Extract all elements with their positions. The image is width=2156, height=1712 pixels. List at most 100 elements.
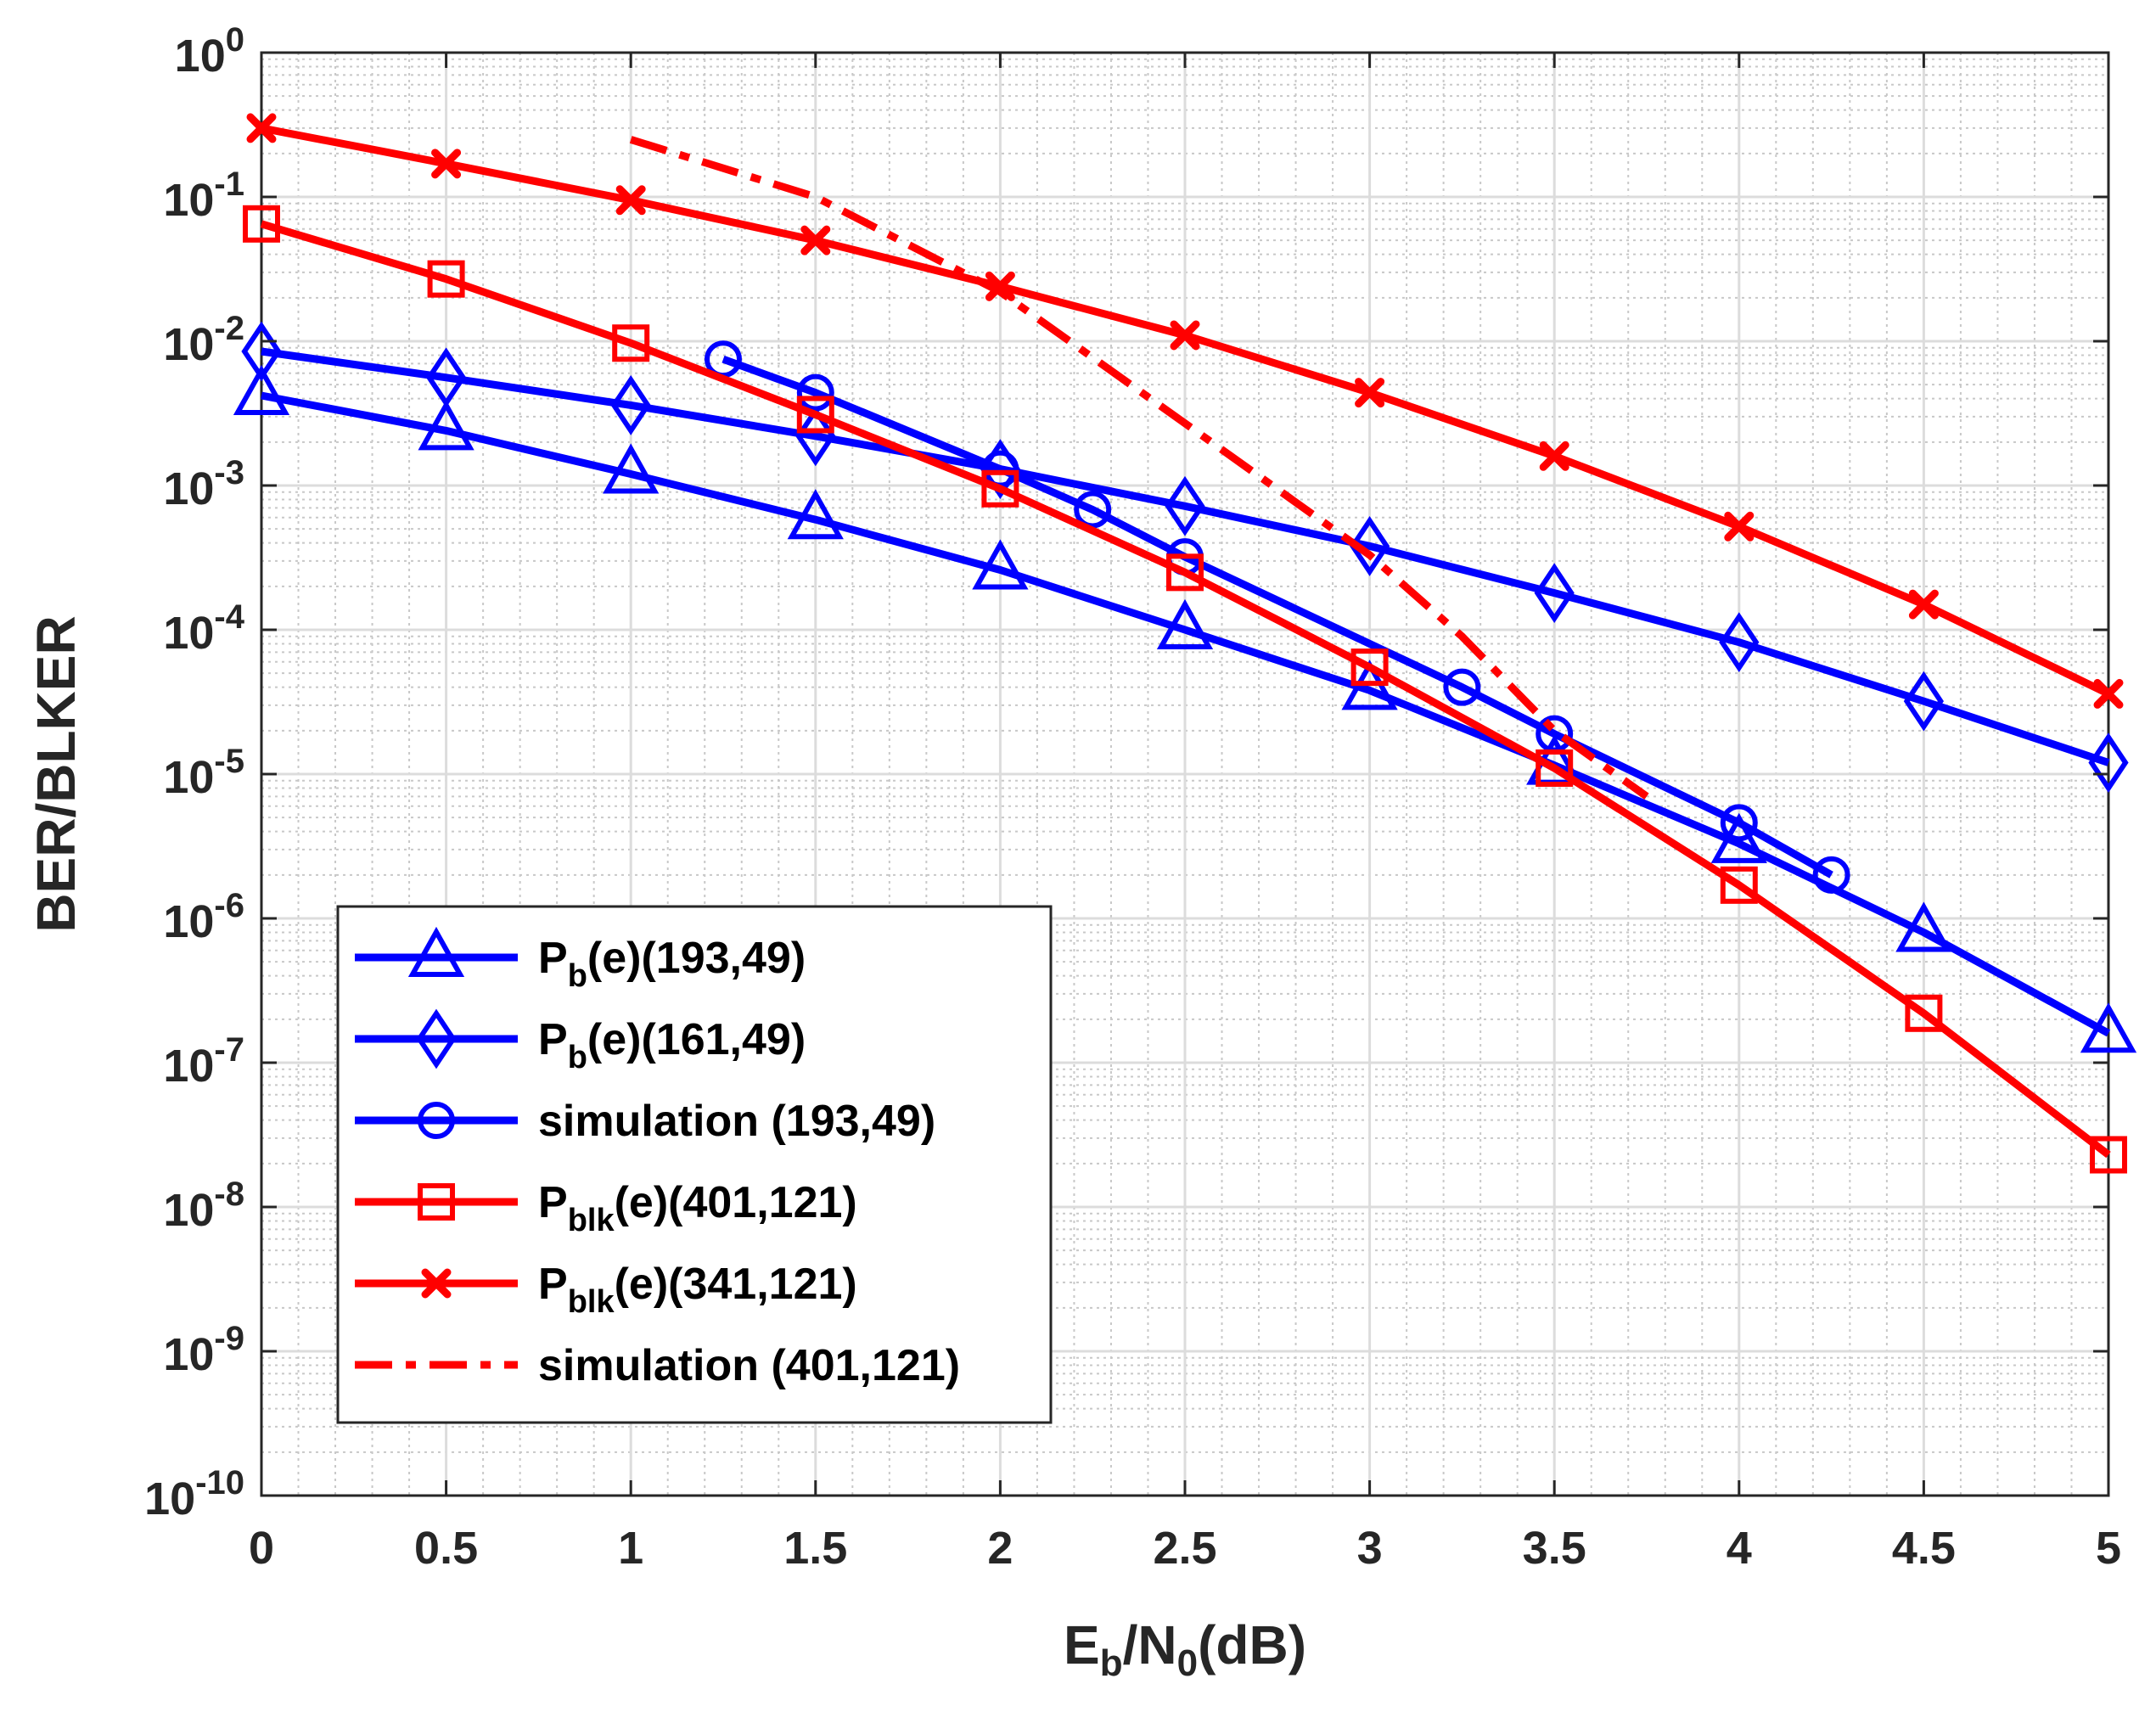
data-point (2093, 678, 2124, 709)
x-axis-label: Eb/N0(dB) (1064, 1614, 1306, 1684)
data-point (615, 185, 646, 216)
y-tick-base: 10 (163, 896, 214, 947)
data-point (1350, 648, 1389, 687)
data-point (796, 373, 834, 412)
y-tick-exponent: -10 (195, 1464, 244, 1502)
legend-label-sub: b (568, 1040, 587, 1075)
data-point (1170, 320, 1200, 351)
y-tick-exponent: -5 (214, 743, 244, 780)
y-tick-label: 100 (175, 21, 244, 81)
data-point (2090, 1136, 2127, 1174)
data-point (1895, 901, 1952, 952)
data-point (1724, 511, 1755, 542)
y-tick-label: 10-10 (144, 1464, 244, 1524)
data-point (1812, 856, 1850, 894)
x-tick-label: 3 (1357, 1523, 1383, 1574)
series-layer (233, 113, 2137, 1174)
data-point (431, 149, 462, 179)
data-point (972, 539, 1029, 590)
data-point (233, 364, 290, 416)
data-point (1905, 994, 1943, 1032)
y-tick-base: 10 (163, 319, 214, 370)
y-tick-label: 10-9 (163, 1320, 244, 1380)
data-point (1166, 553, 1204, 592)
legend: Pb(e)(193,49)Pb(e)(161,49)simulation (19… (336, 905, 1053, 1424)
data-point (1074, 491, 1112, 529)
data-point (1536, 749, 1574, 787)
x-axis-label-sub2: 0 (1177, 1642, 1198, 1684)
y-tick-base: 10 (163, 752, 214, 803)
legend-label-sub: blk (568, 1203, 615, 1238)
data-point (1165, 475, 1205, 536)
legend-label: Pb(e)(193,49) (538, 934, 806, 994)
data-point (1539, 441, 1569, 471)
y-tick-exponent: -4 (214, 598, 244, 636)
y-tick-exponent: -3 (214, 454, 244, 491)
series-1 (241, 321, 2129, 793)
legend-label-tail: (e)(401,121) (615, 1178, 857, 1227)
data-point (1908, 589, 1939, 620)
legend-marker (407, 926, 465, 977)
y-tick-base: 10 (175, 31, 226, 81)
data-point (610, 375, 651, 435)
y-tick-base: 10 (163, 1041, 214, 1092)
legend-label: Pblk(e)(401,121) (538, 1178, 857, 1238)
legend-label: simulation (401,121) (538, 1341, 960, 1390)
series-0 (233, 364, 2137, 1053)
y-tick-exponent: 0 (226, 21, 244, 59)
data-point (1710, 812, 1767, 863)
y-tick-base: 10 (163, 1329, 214, 1380)
x-tick-label: 3.5 (1523, 1523, 1586, 1574)
legend-label: Pblk(e)(341,121) (538, 1260, 857, 1320)
legend-label: Pb(e)(161,49) (538, 1015, 806, 1075)
data-point (1903, 671, 1945, 732)
legend-label: simulation (193,49) (538, 1097, 935, 1146)
series-5 (629, 136, 1649, 800)
legend-label-tail: (e)(161,49) (587, 1015, 806, 1064)
y-axis-ticks: 10010-110-210-310-410-510-610-710-810-91… (144, 21, 2108, 1524)
data-point (427, 260, 465, 298)
data-point (1443, 668, 1481, 706)
series-4 (246, 113, 2124, 709)
data-point (795, 406, 836, 467)
series-line (261, 347, 2110, 766)
x-tick-label: 0.5 (414, 1523, 478, 1574)
data-point (246, 113, 277, 143)
data-point (2080, 1002, 2137, 1053)
y-tick-base: 10 (163, 175, 214, 226)
series-line (261, 391, 2111, 1037)
legend-label-main: P (538, 934, 568, 983)
data-point (981, 469, 1019, 508)
legend-box (336, 905, 1053, 1424)
legend-label-main: P (538, 1178, 568, 1227)
x-tick-label: 0 (249, 1523, 274, 1574)
y-tick-exponent: -8 (214, 1176, 244, 1213)
y-tick-label: 10-6 (163, 887, 244, 947)
y-tick-exponent: -6 (214, 887, 244, 924)
x-tick-label: 1 (618, 1523, 643, 1574)
y-tick-exponent: -1 (214, 166, 244, 203)
x-axis-label-sub: b (1100, 1642, 1123, 1684)
y-tick-label: 10-7 (163, 1031, 244, 1092)
y-tick-label: 10-5 (163, 743, 244, 803)
data-point (796, 396, 834, 434)
data-point (2088, 733, 2129, 793)
data-point (243, 205, 280, 243)
legend-label-sub: b (568, 958, 587, 994)
legend-marker (418, 1183, 455, 1221)
x-axis-ticks: 0 0.5 1 1.5 2 2.5 3 3.5 4 4.5 5 (249, 53, 2121, 1574)
data-point (425, 347, 467, 408)
y-tick-label: 10-1 (163, 166, 244, 226)
y-axis-label: BER/BLKER (25, 615, 87, 932)
data-point (1349, 516, 1390, 576)
data-point (603, 443, 660, 494)
x-tick-label: 4 (1726, 1523, 1752, 1574)
data-point (1719, 612, 1760, 673)
series-line (260, 220, 2111, 1159)
x-tick-label: 5 (2096, 1523, 2121, 1574)
y-tick-exponent: -7 (214, 1031, 244, 1069)
legend-marker (416, 1008, 457, 1069)
data-point (418, 400, 474, 451)
y-tick-label: 10-8 (163, 1176, 244, 1236)
